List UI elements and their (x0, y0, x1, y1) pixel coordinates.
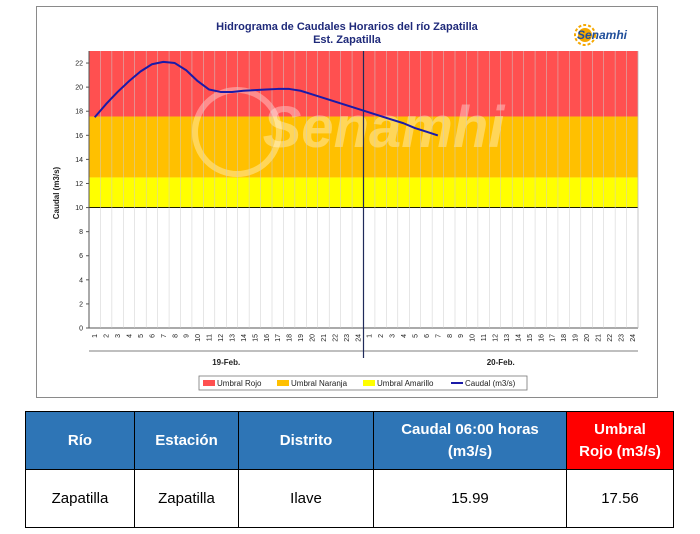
y-tick-label: 0 (79, 326, 83, 333)
watermark-text: Senamhi (263, 95, 507, 160)
sun-icon (574, 24, 596, 46)
x-tick-label: 4 (401, 334, 408, 338)
table-header-row: Río Estación Distrito Caudal 06:00 horas… (25, 411, 674, 470)
legend-label: Umbral Amarillo (377, 379, 434, 388)
hydrograph-chart: Hidrograma de Caudales Horarios del río … (52, 21, 639, 391)
x-tick-label: 23 (618, 334, 625, 342)
x-tick-label: 14 (515, 334, 522, 342)
header-distrito: Distrito (238, 411, 374, 470)
x-tick-label: 15 (252, 334, 259, 342)
header-caudal-line2: (m3/s) (447, 442, 493, 460)
x-tick-label: 6 (424, 334, 431, 338)
legend-label: Caudal (m3/s) (465, 379, 516, 388)
legend-swatch (203, 380, 215, 386)
header-umbral-line1: Umbral (594, 420, 646, 438)
legend-label: Umbral Naranja (291, 379, 348, 388)
x-tick-label: 24 (630, 334, 637, 342)
x-tick-label: 2 (378, 334, 385, 338)
x-tick-label: 6 (149, 334, 156, 338)
x-tick-label: 3 (390, 334, 397, 338)
chart-legend: Umbral Rojo Umbral Naranja Umbral Amarillo… (198, 375, 528, 391)
x-tick-label: 10 (470, 334, 477, 342)
x-tick-label: 9 (184, 334, 191, 338)
legend-swatch (277, 380, 289, 386)
x-tick-label: 19 (298, 334, 305, 342)
header-estacion: Estación (134, 411, 239, 470)
chart-subtitle: Est. Zapatilla (313, 34, 382, 46)
x-tick-label: 19 (573, 334, 580, 342)
x-tick-label: 11 (207, 334, 214, 341)
table-row: Zapatilla Zapatilla Ilave 15.99 17.56 (25, 469, 674, 528)
series-line-caudal (93, 60, 439, 137)
x-tick-label: 20 (310, 334, 317, 342)
y-tick-label: 2 (79, 301, 83, 308)
senamhi-logo: Senamhi (574, 24, 628, 46)
y-tick-label: 18 (75, 109, 83, 116)
x-tick-label: 16 (538, 334, 545, 342)
x-tick-label: 7 (435, 334, 442, 338)
x-tick-label: 20 (584, 334, 591, 342)
logo-text: Senamhi (577, 28, 628, 42)
x-tick-label: 23 (344, 334, 351, 342)
y-axis-label: Caudal (m3/s) (52, 166, 61, 219)
cell-umbral: 17.56 (566, 469, 674, 528)
summary-table: Río Estación Distrito Caudal 06:00 horas… (25, 411, 674, 528)
header-caudal: Caudal 06:00 horas (m3/s) (373, 411, 567, 470)
x-tick-label: 10 (195, 334, 202, 342)
chart-panel: Hidrograma de Caudales Horarios del río … (36, 6, 658, 398)
y-tick-label: 10 (75, 205, 83, 212)
x-tick-label: 1 (92, 334, 99, 338)
x-tick-label: 9 (458, 334, 465, 338)
header-rio: Río (25, 411, 135, 470)
y-tick-label: 20 (75, 85, 83, 92)
x-tick-label: 14 (241, 334, 248, 342)
chart-title: Hidrograma de Caudales Horarios del río … (216, 21, 479, 33)
header-umbral-rojo: Umbral Rojo (m3/s) (566, 411, 674, 470)
x-tick-label: 17 (275, 334, 282, 342)
cell-rio: Zapatilla (25, 469, 135, 528)
x-tick-label: 11 (481, 334, 488, 341)
watermark-sun-icon (192, 87, 282, 177)
y-tick-label: 16 (75, 133, 83, 140)
x-tick-label: 4 (127, 334, 134, 338)
y-tick-label: 22 (75, 61, 83, 68)
cell-estacion: Zapatilla (134, 469, 239, 528)
header-umbral-line2: Rojo (m3/s) (579, 442, 661, 460)
legend-swatch (363, 380, 375, 386)
x-tick-label: 21 (595, 334, 602, 342)
x-tick-label: 22 (607, 334, 614, 342)
x-tick-label: 5 (412, 334, 419, 338)
x-tick-label: 22 (332, 334, 339, 342)
x-tick-label: 1 (367, 334, 374, 338)
x-tick-label: 13 (229, 334, 236, 342)
x-tick-label: 12 (493, 334, 500, 342)
x-tick-label: 17 (550, 334, 557, 342)
y-tick-label: 6 (79, 253, 83, 260)
day-label: 19-Feb. (212, 358, 240, 367)
y-tick-label: 4 (79, 277, 83, 284)
x-tick-label: 16 (264, 334, 271, 342)
y-tick-label: 8 (79, 229, 83, 236)
x-tick-label: 5 (138, 334, 145, 338)
x-tick-label: 15 (527, 334, 534, 342)
x-tick-label: 3 (115, 334, 122, 338)
x-tick-label: 7 (161, 334, 168, 338)
x-tick-label: 12 (218, 334, 225, 342)
legend-label: Umbral Rojo (217, 379, 262, 388)
x-tick-label: 2 (104, 334, 111, 338)
y-tick-label: 12 (75, 181, 83, 188)
header-caudal-line1: Caudal 06:00 horas (401, 420, 539, 438)
x-tick-label: 18 (561, 334, 568, 342)
x-tick-label: 8 (447, 334, 454, 338)
x-tick-label: 8 (172, 334, 179, 338)
x-tick-label: 18 (287, 334, 294, 342)
day-label: 20-Feb. (487, 358, 515, 367)
cell-distrito: Ilave (238, 469, 374, 528)
x-tick-label: 13 (504, 334, 511, 342)
cell-caudal: 15.99 (373, 469, 567, 528)
x-tick-label: 21 (321, 334, 328, 342)
x-tick-label: 24 (355, 334, 362, 342)
y-tick-label: 14 (75, 157, 83, 164)
